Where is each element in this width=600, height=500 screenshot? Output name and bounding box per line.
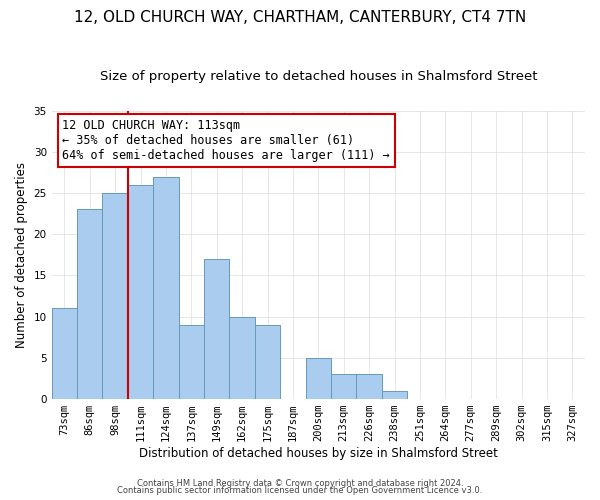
Bar (103, 193, 128, 399)
Bar (255, 325, 280, 399)
Text: 12 OLD CHURCH WAY: 113sqm
← 35% of detached houses are smaller (61)
64% of semi-: 12 OLD CHURCH WAY: 113sqm ← 35% of detac… (62, 119, 390, 162)
Bar (77, 210, 103, 399)
Bar (128, 184, 153, 399)
Title: Size of property relative to detached houses in Shalmsford Street: Size of property relative to detached ho… (100, 70, 537, 83)
Text: Contains HM Land Registry data © Crown copyright and database right 2024.: Contains HM Land Registry data © Crown c… (137, 478, 463, 488)
Bar (382, 391, 407, 399)
Bar (179, 325, 204, 399)
Text: Contains public sector information licensed under the Open Government Licence v3: Contains public sector information licen… (118, 486, 482, 495)
Bar (204, 259, 229, 399)
Bar (153, 176, 179, 399)
X-axis label: Distribution of detached houses by size in Shalmsford Street: Distribution of detached houses by size … (139, 447, 498, 460)
Bar (356, 374, 382, 399)
Text: 12, OLD CHURCH WAY, CHARTHAM, CANTERBURY, CT4 7TN: 12, OLD CHURCH WAY, CHARTHAM, CANTERBURY… (74, 10, 526, 25)
Bar (331, 374, 356, 399)
Bar (305, 358, 331, 399)
Y-axis label: Number of detached properties: Number of detached properties (15, 162, 28, 348)
Bar (52, 308, 77, 399)
Bar (229, 316, 255, 399)
